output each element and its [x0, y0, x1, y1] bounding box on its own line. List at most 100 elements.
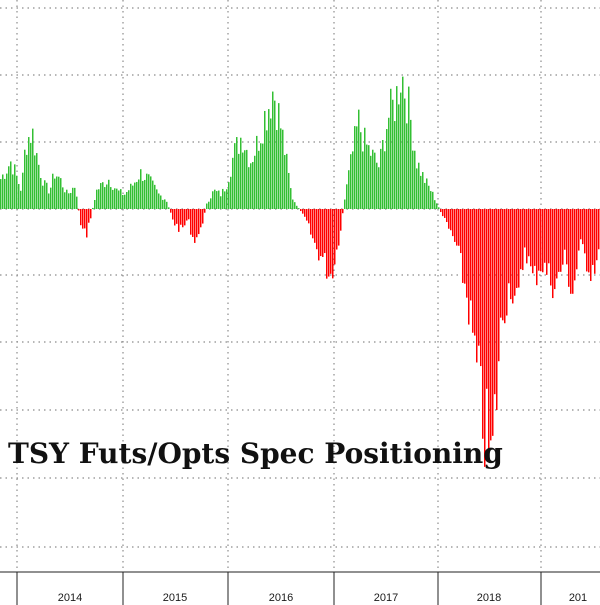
bar-negative — [526, 209, 528, 264]
bar-negative — [466, 209, 468, 298]
bar-negative — [172, 209, 174, 220]
bar-positive — [290, 188, 292, 209]
bar-positive — [236, 137, 238, 209]
bar-negative — [568, 209, 570, 287]
bar-positive — [384, 151, 386, 209]
bar-negative — [578, 209, 580, 251]
bar-positive — [206, 203, 208, 209]
bar-positive — [244, 150, 246, 209]
bar-positive — [6, 173, 8, 209]
bar-positive — [378, 167, 380, 209]
bar-positive — [274, 100, 276, 209]
bar-negative — [460, 209, 462, 254]
bar-negative — [498, 209, 500, 362]
bar-positive — [234, 143, 236, 209]
bar-positive — [22, 172, 24, 209]
bar-positive — [156, 189, 158, 209]
bar-positive — [380, 148, 382, 209]
bar-positive — [14, 164, 16, 209]
bar-positive — [246, 149, 248, 209]
bar-negative — [308, 209, 310, 224]
bar-positive — [116, 188, 118, 209]
bar-positive — [376, 162, 378, 209]
bar-negative — [486, 209, 488, 389]
bar-negative — [560, 209, 562, 272]
bar-negative — [588, 209, 590, 273]
bar-positive — [298, 208, 300, 209]
bar-negative — [582, 209, 584, 245]
bar-negative — [196, 209, 198, 238]
bar-positive — [76, 196, 78, 209]
bar-positive — [2, 174, 4, 209]
bar-negative — [304, 209, 306, 217]
bar-positive — [224, 191, 226, 209]
bar-positive — [118, 190, 120, 209]
bar-positive — [24, 149, 26, 209]
bar-positive — [158, 193, 160, 209]
bar-positive — [128, 190, 130, 209]
bar-negative — [574, 209, 576, 281]
bar-negative — [90, 209, 92, 219]
chart-title: TSY Futs/Opts Spec Positioning — [8, 437, 503, 470]
bar-positive — [262, 143, 264, 209]
bar-negative — [482, 209, 484, 439]
bar-negative — [82, 209, 84, 229]
bar-positive — [60, 178, 62, 209]
bar-positive — [364, 127, 366, 209]
bar-negative — [586, 209, 588, 272]
bar-negative — [506, 209, 508, 316]
bar-positive — [92, 207, 94, 209]
bar-positive — [260, 143, 262, 209]
bar-positive — [18, 184, 20, 209]
x-tick-label: 2018 — [477, 592, 501, 604]
bar-negative — [580, 209, 582, 240]
bar-positive — [102, 182, 104, 209]
bar-negative — [188, 209, 190, 220]
bar-negative — [334, 209, 336, 265]
bar-positive — [424, 182, 426, 209]
bar-positive — [358, 109, 360, 209]
bar-negative — [518, 209, 520, 288]
bar-positive — [256, 135, 258, 209]
bar-negative — [186, 209, 188, 221]
bar-negative — [462, 209, 464, 283]
bar-positive — [70, 192, 72, 209]
bar-negative — [80, 209, 82, 226]
bar-positive — [276, 130, 278, 209]
bar-negative — [598, 209, 600, 250]
bar-positive — [268, 109, 270, 209]
bar-positive — [134, 182, 136, 209]
bar-positive — [42, 185, 44, 209]
bar-positive — [100, 183, 102, 209]
bar-negative — [528, 209, 530, 257]
bar-positive — [412, 150, 414, 209]
bar-positive — [282, 129, 284, 209]
bar-positive — [366, 144, 368, 209]
bar-positive — [258, 150, 260, 209]
bar-negative — [478, 209, 480, 346]
bar-negative — [474, 209, 476, 336]
bar-negative — [446, 209, 448, 223]
bar-negative — [170, 209, 172, 213]
bar-negative — [530, 209, 532, 267]
bar-negative — [450, 209, 452, 231]
bar-negative — [338, 209, 340, 246]
bar-positive — [372, 149, 374, 209]
bar-negative — [488, 209, 490, 460]
bar-positive — [132, 185, 134, 209]
bar-negative — [550, 209, 552, 286]
bar-negative — [558, 209, 560, 272]
bar-negative — [204, 209, 206, 213]
bar-positive — [20, 190, 22, 209]
bar-positive — [436, 203, 438, 209]
bar-negative — [184, 209, 186, 226]
bar-positive — [296, 205, 298, 209]
bar-positive — [62, 187, 64, 209]
bar-negative — [532, 209, 534, 274]
bar-negative — [442, 209, 444, 217]
bar-positive — [426, 178, 428, 209]
bar-positive — [96, 189, 98, 209]
bar-positive — [434, 200, 436, 209]
bar-negative — [468, 209, 470, 325]
